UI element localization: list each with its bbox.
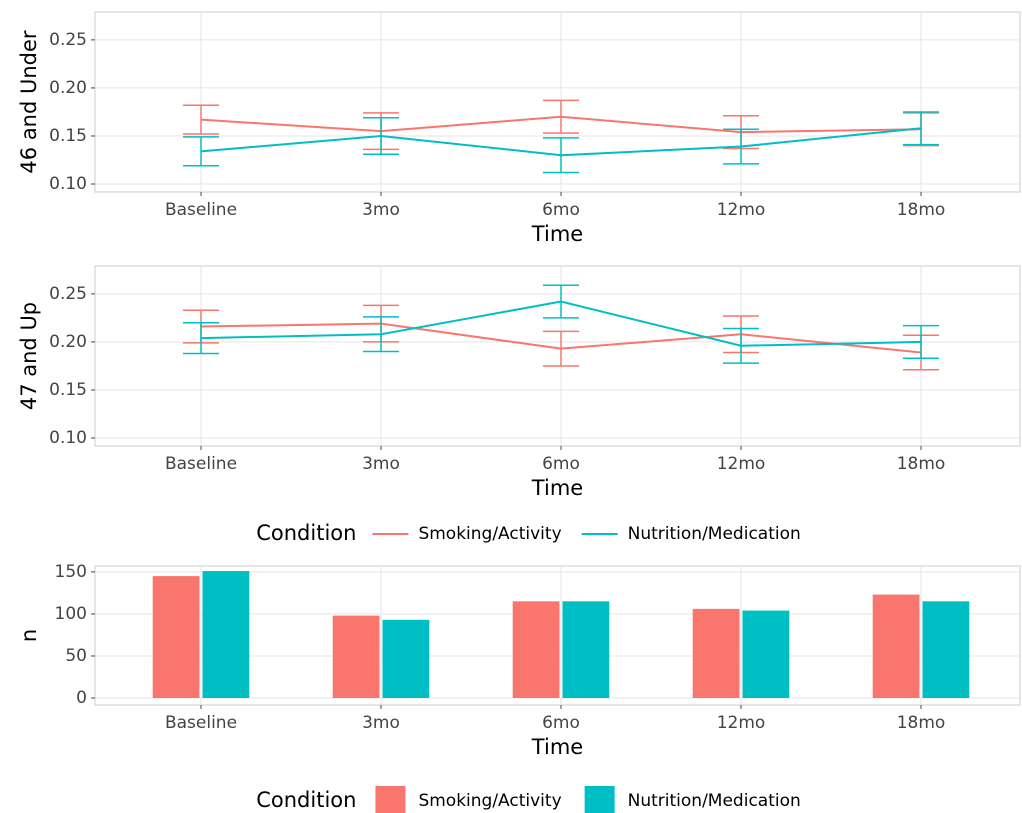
legend-label: Smoking/Activity: [418, 524, 561, 544]
legend-title: Condition: [256, 521, 356, 545]
y-tick-label: 0.20: [49, 78, 87, 98]
y-axis-title: 47 and Up: [17, 302, 41, 410]
bar: [692, 608, 740, 699]
y-tick-label: 0.10: [49, 174, 87, 194]
y-tick-label: 50: [65, 646, 87, 666]
x-tick-label: 3mo: [362, 454, 400, 474]
legend-title: Condition: [256, 788, 356, 812]
legend-key: [584, 786, 615, 813]
x-tick-label: 3mo: [362, 200, 400, 220]
series-line: [200, 300, 922, 347]
x-tick-label: 6mo: [542, 200, 580, 220]
plot-border: [94, 565, 1021, 706]
y-tick-label: 0.15: [49, 126, 87, 146]
x-tick-label: 18mo: [897, 454, 946, 474]
x-tick-label: 12mo: [717, 454, 766, 474]
legend-label: Smoking/Activity: [418, 791, 561, 811]
y-tick-label: 0.10: [49, 428, 87, 448]
y-tick-label: 0.20: [49, 332, 87, 352]
x-tick-label: 12mo: [717, 200, 766, 220]
y-tick-label: 0.15: [49, 380, 87, 400]
legend-key: [375, 786, 406, 813]
x-axis-title: Time: [531, 222, 583, 246]
y-tick-label: 0.25: [49, 30, 87, 50]
x-tick-label: Baseline: [165, 713, 237, 733]
plot-border: [94, 265, 1021, 447]
bar: [562, 601, 610, 699]
x-tick-label: 12mo: [717, 713, 766, 733]
y-tick-label: 0.25: [49, 284, 87, 304]
x-tick-label: Baseline: [165, 200, 237, 220]
y-tick-label: 150: [55, 562, 87, 582]
bar: [742, 610, 790, 699]
bar: [382, 619, 430, 699]
legend-label: Nutrition/Medication: [628, 791, 801, 811]
legend-label: Nutrition/Medication: [628, 524, 801, 544]
y-tick-label: 100: [55, 604, 87, 624]
bar: [922, 601, 970, 699]
bar: [872, 594, 920, 699]
x-tick-label: 6mo: [542, 713, 580, 733]
x-tick-label: 18mo: [897, 713, 946, 733]
y-axis-title: n: [17, 629, 41, 642]
x-tick-label: 3mo: [362, 713, 400, 733]
series-line: [200, 115, 922, 134]
bar: [152, 576, 200, 699]
bar: [332, 615, 380, 699]
bar: [202, 571, 250, 699]
x-tick-label: Baseline: [165, 454, 237, 474]
y-tick-label: 0: [76, 688, 87, 708]
x-tick-label: 18mo: [897, 200, 946, 220]
x-tick-label: 6mo: [542, 454, 580, 474]
x-axis-title: Time: [531, 735, 583, 759]
y-axis-title: 46 and Under: [17, 30, 41, 174]
series-line: [200, 322, 922, 354]
series-line: [200, 127, 922, 157]
bar: [512, 601, 560, 699]
plot-border: [94, 11, 1021, 193]
x-axis-title: Time: [531, 476, 583, 500]
